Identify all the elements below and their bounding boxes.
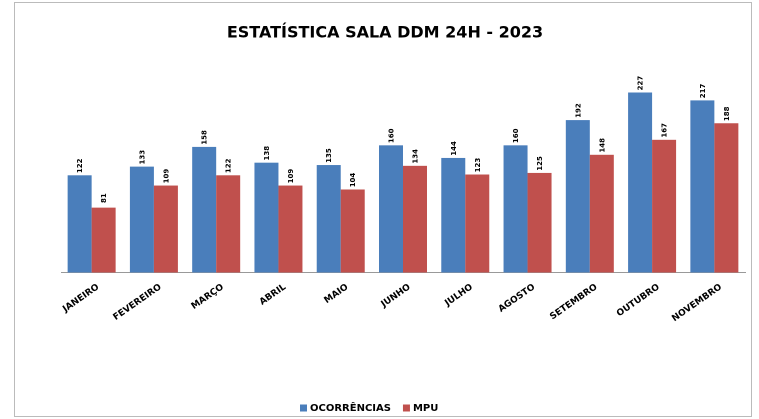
value-label: 188: [723, 106, 731, 121]
bar: [403, 165, 427, 273]
value-label: 144: [450, 141, 458, 156]
bar: [379, 145, 403, 273]
value-label: 192: [574, 103, 582, 118]
bar: [192, 146, 217, 273]
legend-swatch: [300, 404, 307, 412]
value-label: 227: [637, 76, 645, 91]
value-label: 122: [76, 158, 84, 173]
bar: [503, 145, 528, 273]
bar: [67, 175, 92, 273]
bar: [340, 189, 365, 273]
value-label: 123: [474, 158, 482, 173]
value-label: 160: [388, 128, 396, 143]
bar: [316, 165, 341, 273]
bar: [216, 175, 241, 273]
value-label: 160: [512, 128, 520, 143]
value-label: 148: [598, 138, 606, 153]
bar: [628, 92, 653, 273]
bar: [690, 100, 715, 273]
value-label: 109: [162, 169, 170, 184]
bar: [589, 154, 614, 273]
bar: [714, 123, 739, 273]
bar: [465, 174, 490, 273]
value-label: 109: [287, 169, 295, 184]
bar: [441, 157, 466, 273]
value-label: 217: [699, 83, 707, 98]
value-label: 167: [661, 123, 669, 138]
legend-label: OCORRÊNCIAS: [310, 401, 391, 414]
value-label: 138: [263, 146, 271, 161]
legend-label: MPU: [413, 403, 438, 414]
bar: [278, 185, 303, 273]
value-label: 135: [325, 148, 333, 163]
bar: [652, 139, 677, 273]
value-label: 134: [412, 149, 420, 164]
bar: [91, 207, 116, 273]
bar: [153, 185, 178, 273]
value-label: 122: [225, 158, 233, 173]
legend-swatch: [402, 404, 410, 412]
value-label: 125: [536, 156, 544, 171]
bar: [527, 172, 552, 273]
value-label: 158: [201, 130, 209, 145]
bar: [565, 120, 590, 273]
value-label: 81: [100, 193, 108, 203]
bar: [254, 162, 279, 273]
value-label: 133: [138, 150, 146, 165]
bar: [129, 166, 154, 273]
chart-title: ESTATÍSTICA SALA DDM 24H - 2023: [227, 23, 543, 42]
value-label: 104: [349, 173, 357, 188]
